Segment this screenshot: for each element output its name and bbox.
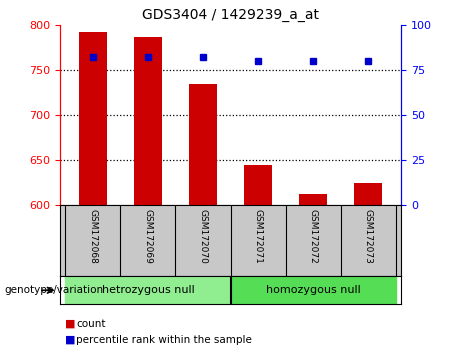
Bar: [230, 276, 396, 304]
Text: GSM172073: GSM172073: [364, 209, 372, 264]
Text: GSM172068: GSM172068: [89, 209, 97, 264]
Bar: [65, 276, 230, 304]
Bar: [134, 36, 162, 205]
Text: genotype/variation: genotype/variation: [5, 285, 104, 295]
Text: GSM172071: GSM172071: [254, 209, 262, 264]
Text: ■: ■: [65, 319, 75, 329]
Title: GDS3404 / 1429239_a_at: GDS3404 / 1429239_a_at: [142, 8, 319, 22]
Text: count: count: [76, 319, 106, 329]
Text: homozygous null: homozygous null: [266, 285, 361, 295]
Text: ■: ■: [65, 335, 75, 345]
Text: GSM172072: GSM172072: [308, 209, 318, 264]
Text: hetrozygous null: hetrozygous null: [101, 285, 195, 295]
Bar: [79, 32, 106, 205]
Bar: [299, 194, 327, 205]
Bar: [355, 183, 382, 205]
Text: GSM172069: GSM172069: [143, 209, 153, 264]
Text: GSM172070: GSM172070: [199, 209, 207, 264]
Bar: [189, 84, 217, 205]
Bar: [244, 165, 272, 205]
Text: percentile rank within the sample: percentile rank within the sample: [76, 335, 252, 345]
